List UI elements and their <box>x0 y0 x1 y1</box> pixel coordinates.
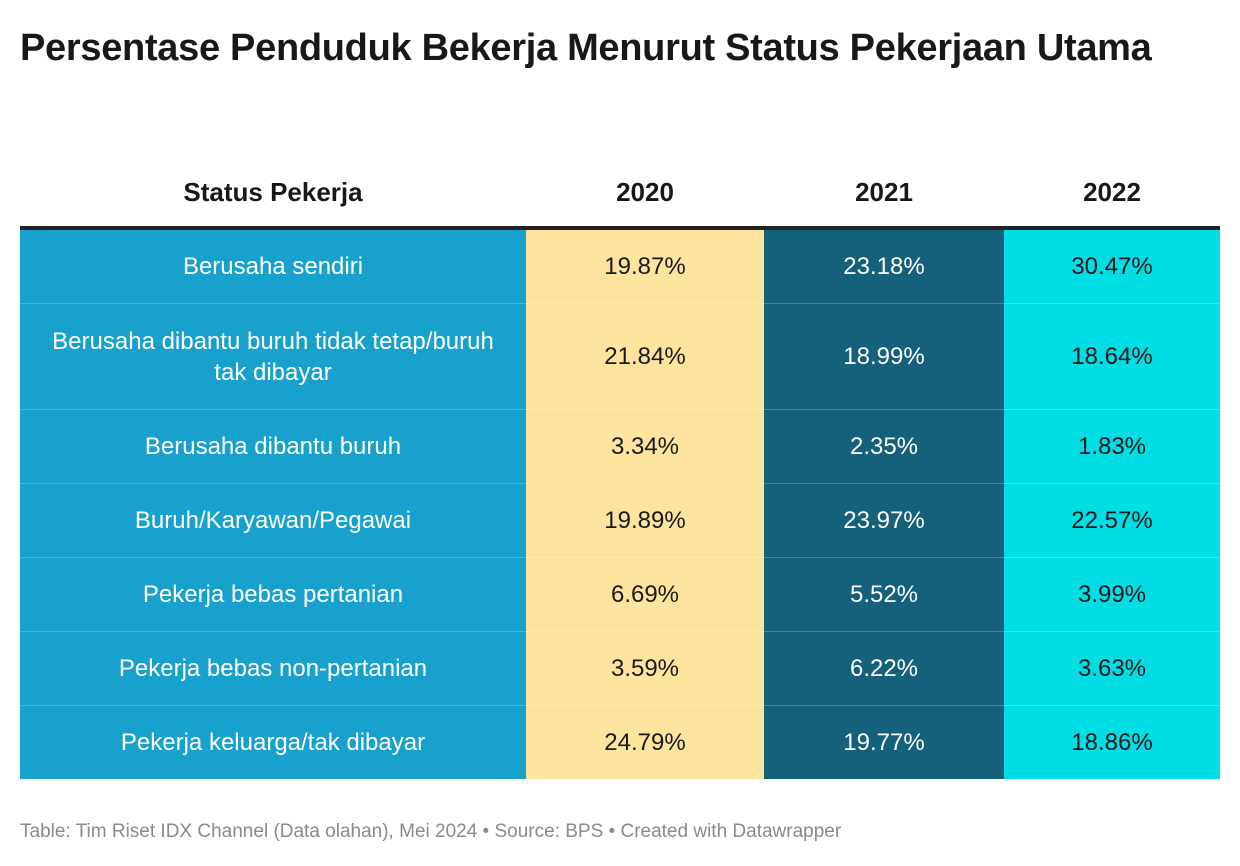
column-header-2020: 2020 <box>526 158 764 230</box>
value-2021-cell: 6.22% <box>764 631 1004 706</box>
status-cell: Pekerja keluarga/tak dibayar <box>20 705 526 779</box>
header-row: Status Pekerja 2020 2021 2022 <box>20 158 1220 230</box>
status-cell: Berusaha dibantu buruh <box>20 409 526 484</box>
value-2020-cell: 19.87% <box>526 228 764 304</box>
table-row: Pekerja bebas non-pertanian 3.59% 6.22% … <box>20 631 1220 706</box>
status-cell: Berusaha sendiri <box>20 228 526 304</box>
page-title: Persentase Penduduk Bekerja Menurut Stat… <box>20 27 1152 69</box>
table-row: Pekerja keluarga/tak dibayar 24.79% 19.7… <box>20 705 1220 779</box>
value-2022-cell: 3.63% <box>1004 631 1220 706</box>
value-2022-cell: 3.99% <box>1004 557 1220 632</box>
value-2020-cell: 24.79% <box>526 705 764 779</box>
value-2020-cell: 19.89% <box>526 483 764 558</box>
value-2021-cell: 23.18% <box>764 228 1004 304</box>
value-2021-cell: 23.97% <box>764 483 1004 558</box>
value-2021-cell: 5.52% <box>764 557 1004 632</box>
value-2020-cell: 3.34% <box>526 409 764 484</box>
column-header-2022: 2022 <box>1004 158 1220 230</box>
column-header-status: Status Pekerja <box>20 158 526 230</box>
status-cell: Buruh/Karyawan/Pegawai <box>20 483 526 558</box>
value-2021-cell: 18.99% <box>764 303 1004 410</box>
value-2021-cell: 19.77% <box>764 705 1004 779</box>
value-2022-cell: 18.86% <box>1004 705 1220 779</box>
table-body: Berusaha sendiri 19.87% 23.18% 30.47% Be… <box>20 228 1220 779</box>
table-row: Berusaha sendiri 19.87% 23.18% 30.47% <box>20 228 1220 304</box>
table-header: Status Pekerja 2020 2021 2022 <box>20 158 1220 230</box>
status-cell: Berusaha dibantu buruh tidak tetap/buruh… <box>20 303 526 410</box>
status-cell: Pekerja bebas non-pertanian <box>20 631 526 706</box>
table-row: Berusaha dibantu buruh tidak tetap/buruh… <box>20 303 1220 410</box>
value-2022-cell: 18.64% <box>1004 303 1220 410</box>
value-2022-cell: 22.57% <box>1004 483 1220 558</box>
column-header-2021: 2021 <box>764 158 1004 230</box>
value-2020-cell: 21.84% <box>526 303 764 410</box>
value-2022-cell: 1.83% <box>1004 409 1220 484</box>
value-2021-cell: 2.35% <box>764 409 1004 484</box>
table-row: Pekerja bebas pertanian 6.69% 5.52% 3.99… <box>20 557 1220 632</box>
value-2022-cell: 30.47% <box>1004 228 1220 304</box>
value-2020-cell: 6.69% <box>526 557 764 632</box>
status-cell: Pekerja bebas pertanian <box>20 557 526 632</box>
data-table: Status Pekerja 2020 2021 2022 Berusaha s… <box>20 158 1220 779</box>
table-row: Berusaha dibantu buruh 3.34% 2.35% 1.83% <box>20 409 1220 484</box>
value-2020-cell: 3.59% <box>526 631 764 706</box>
source-footer: Table: Tim Riset IDX Channel (Data olaha… <box>20 821 842 842</box>
table-row: Buruh/Karyawan/Pegawai 19.89% 23.97% 22.… <box>20 483 1220 558</box>
